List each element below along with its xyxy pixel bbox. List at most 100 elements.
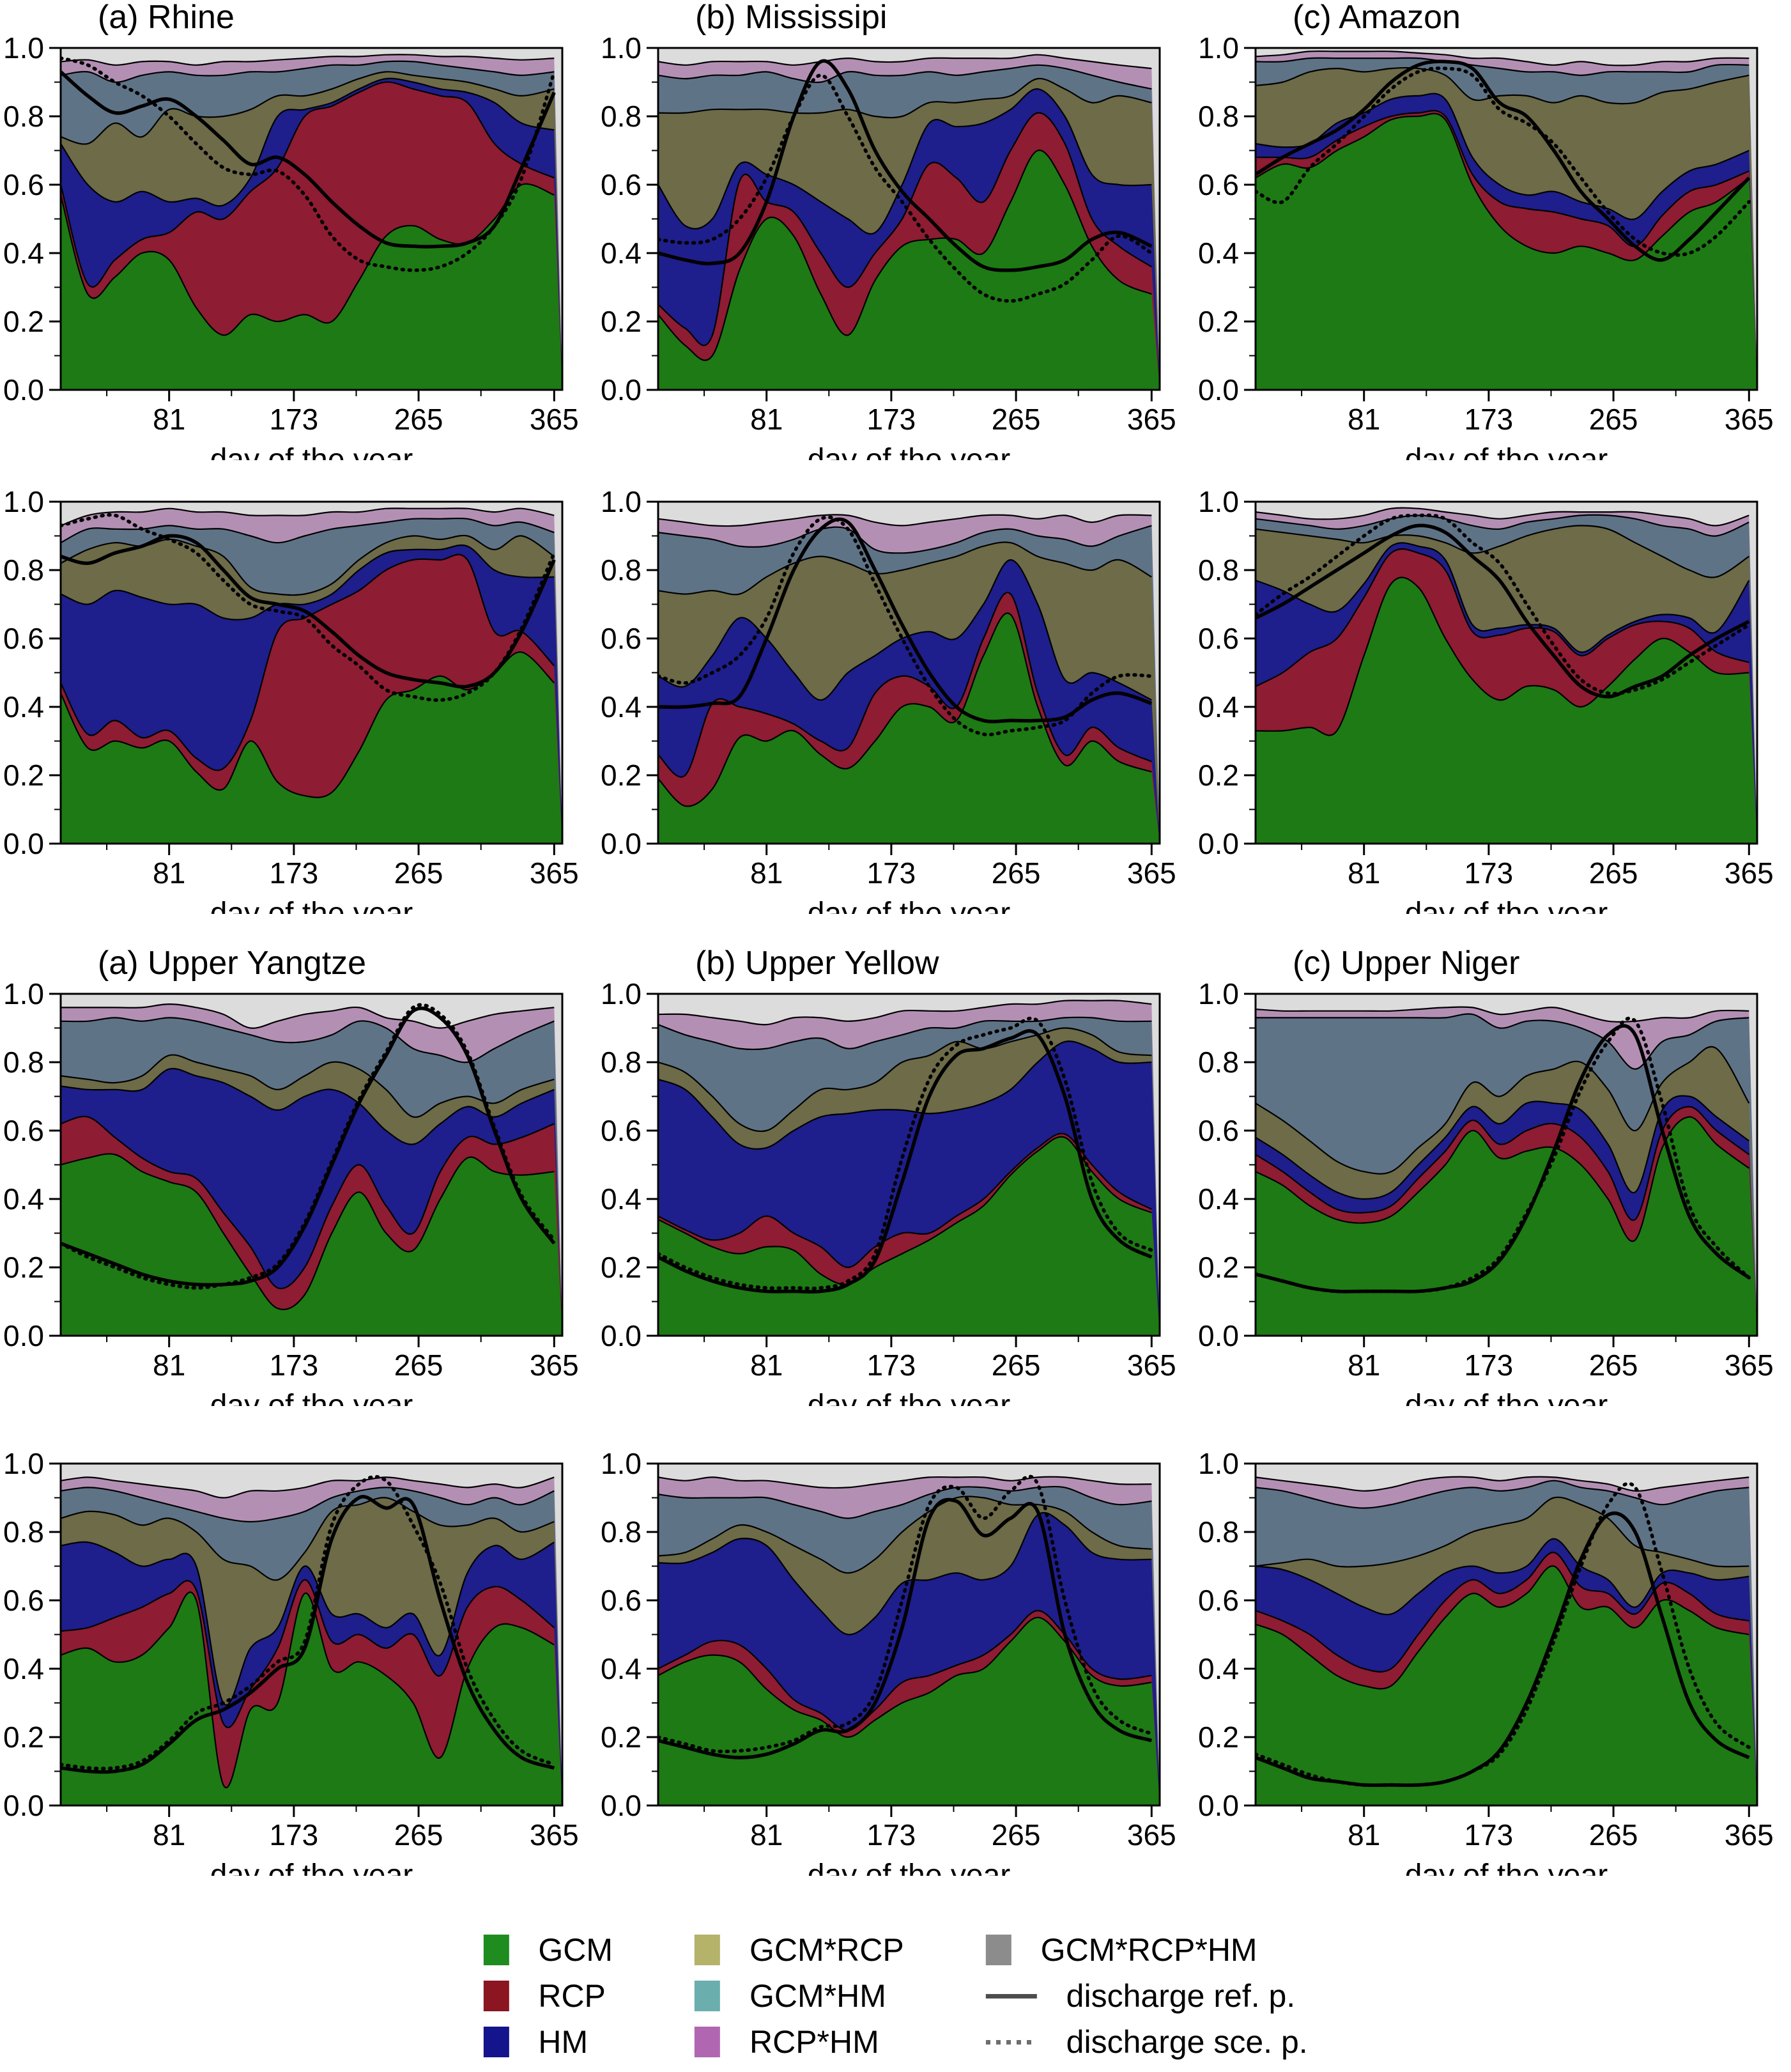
y-tick-label: 0.8 — [3, 553, 44, 587]
x-tick-label: 81 — [750, 856, 783, 890]
x-tick-label: 81 — [153, 1818, 185, 1852]
x-tick-label: 81 — [1348, 403, 1380, 436]
x-axis: 81 173 265 365 — [1301, 844, 1773, 890]
gcm-hm-swatch-icon — [694, 1981, 720, 2011]
area-rcp-boundary — [1256, 1106, 1749, 1221]
y-tick-label: 0.6 — [1198, 622, 1239, 655]
y-tick-label: 1.0 — [3, 31, 44, 65]
y-tick-label: 1.0 — [3, 485, 44, 518]
area-rcp-boundary — [61, 81, 555, 288]
y-tick-label: 1.0 — [1198, 485, 1239, 518]
gcm-swatch-icon — [483, 1935, 509, 1965]
y-tick-label: 0.2 — [1198, 1251, 1239, 1284]
panel-title: (b) Mississipi — [695, 0, 887, 36]
y-tick-label: 0.6 — [3, 1584, 44, 1617]
x-tick-label: 265 — [394, 403, 443, 436]
x-axis-label: day of the year — [808, 897, 1011, 914]
area-hm-boundary — [1256, 1538, 1749, 1616]
y-tick-label: 0.4 — [3, 236, 44, 270]
x-tick-label: 365 — [1725, 1349, 1773, 1382]
area-rcp-boundary — [1256, 548, 1749, 687]
x-axis: 81 173 265 365 — [703, 844, 1176, 890]
x-axis: 81 173 265 365 — [106, 390, 578, 436]
area-rcp-hm-boundary — [1256, 50, 1749, 66]
area-gcm-rcp-boundary — [658, 77, 1152, 119]
area-gcm-boundary — [1256, 112, 1749, 261]
y-tick-label: 0.4 — [601, 1182, 642, 1216]
panel-upper-yellow-1: 0.0 0.2 0.4 0.6 0.8 1.0 81 173 265 365 day of the … — [601, 946, 1176, 1406]
y-tick-label: 0.8 — [1198, 553, 1239, 587]
y-tick-label: 0.8 — [3, 1046, 44, 1079]
discharge-ref-line — [61, 70, 556, 249]
area-gcm-rcp-boundary — [1256, 525, 1749, 578]
area-gcm-hm-boundary — [61, 1487, 555, 1523]
x-tick-label: 365 — [1725, 856, 1773, 890]
y-tick-label: 0.4 — [3, 690, 44, 723]
area-gcm-hm-boundary — [61, 60, 555, 83]
x-tick-label: 265 — [1589, 856, 1638, 890]
y-tick-label: 0.6 — [3, 1114, 44, 1147]
y-tick-label: 0.4 — [3, 1182, 44, 1216]
gcm-rcp-swatch-icon — [694, 1935, 720, 1965]
y-tick-label: 1.0 — [3, 977, 44, 1010]
x-tick-label: 265 — [992, 1818, 1041, 1852]
discharge-ref-line — [1256, 59, 1751, 262]
area-rcp-hm-boundary — [658, 1000, 1152, 1026]
x-tick-label: 173 — [270, 403, 319, 436]
y-tick-label: 0.4 — [3, 1652, 44, 1685]
legend-label: GCM*HM — [749, 1978, 886, 2014]
area-gcm-boundary — [61, 1591, 555, 1788]
y-tick-label: 0.6 — [1198, 1584, 1239, 1617]
discharge-sce-line — [658, 515, 1154, 737]
x-tick-label: 365 — [530, 856, 578, 890]
discharge-sce-line — [61, 1474, 557, 1770]
area-rcp-boundary — [658, 1133, 1152, 1269]
y-tick-label: 0.8 — [3, 1515, 44, 1549]
solid-line-icon — [985, 1993, 1037, 1999]
y-tick-label: 0.0 — [601, 827, 642, 860]
area-rcp-boundary — [61, 1579, 555, 1729]
discharge-sce-line — [1256, 1481, 1751, 1788]
area-hm-boundary — [61, 1067, 555, 1145]
area-hm-boundary — [658, 88, 1152, 235]
y-axis: 0.0 0.2 0.4 0.6 0.8 1.0 — [601, 31, 658, 406]
gcm-rcp-hm-swatch-icon — [985, 1935, 1011, 1965]
dotted-line-icon — [985, 2039, 1037, 2045]
x-tick-label: 81 — [153, 1349, 185, 1382]
x-axis-label: day of the year — [1405, 1389, 1608, 1406]
y-tick-label: 0.2 — [3, 759, 44, 792]
y-tick-label: 0.2 — [3, 305, 44, 338]
legend-column-3: GCM*RCP*HM discharge ref. p. discharge sce… — [985, 1931, 1308, 2060]
area-hm-boundary — [1256, 1095, 1749, 1200]
x-tick-label: 265 — [992, 403, 1041, 436]
legend-label: GCM*RCP*HM — [1040, 1932, 1257, 1968]
legend-label: GCM*RCP — [749, 1932, 904, 1968]
area-rcp-boundary — [61, 553, 555, 771]
area-gcm-boundary — [61, 651, 555, 798]
legend-label: RCP*HM — [749, 2024, 879, 2060]
area-gcm-hm-boundary — [61, 1017, 555, 1063]
y-tick-label: 0.8 — [1198, 1046, 1239, 1079]
rcp-swatch-icon — [483, 1981, 509, 2011]
area-gcm-boundary — [1256, 1565, 1749, 1690]
area-rcp-hm-boundary — [61, 507, 555, 527]
legend-item-gcm_rcp_hm: GCM*RCP*HM — [985, 1931, 1308, 1968]
area-hm-boundary — [658, 1511, 1152, 1635]
y-tick-label: 0.6 — [601, 168, 642, 201]
area-gcm — [61, 1592, 562, 1805]
panel-title: (b) Upper Yellow — [695, 946, 939, 982]
x-tick-label: 265 — [394, 856, 443, 890]
y-axis: 0.0 0.2 0.4 0.6 0.8 1.0 — [1198, 31, 1256, 406]
y-tick-label: 0.4 — [601, 236, 642, 270]
y-tick-label: 0.8 — [3, 100, 44, 133]
y-tick-label: 0.0 — [3, 1789, 44, 1822]
x-axis: 81 173 265 365 — [1301, 390, 1773, 436]
y-axis: 0.0 0.2 0.4 0.6 0.8 1.0 — [601, 977, 658, 1352]
x-tick-label: 365 — [1127, 403, 1176, 436]
y-tick-label: 0.4 — [601, 1652, 642, 1685]
x-axis-label: day of the year — [1405, 443, 1608, 460]
y-tick-label: 0.2 — [3, 1720, 44, 1754]
x-axis: 81 173 265 365 — [106, 1336, 578, 1382]
area-gcm-hm-boundary — [1256, 57, 1749, 76]
discharge-ref-line — [658, 1029, 1153, 1294]
